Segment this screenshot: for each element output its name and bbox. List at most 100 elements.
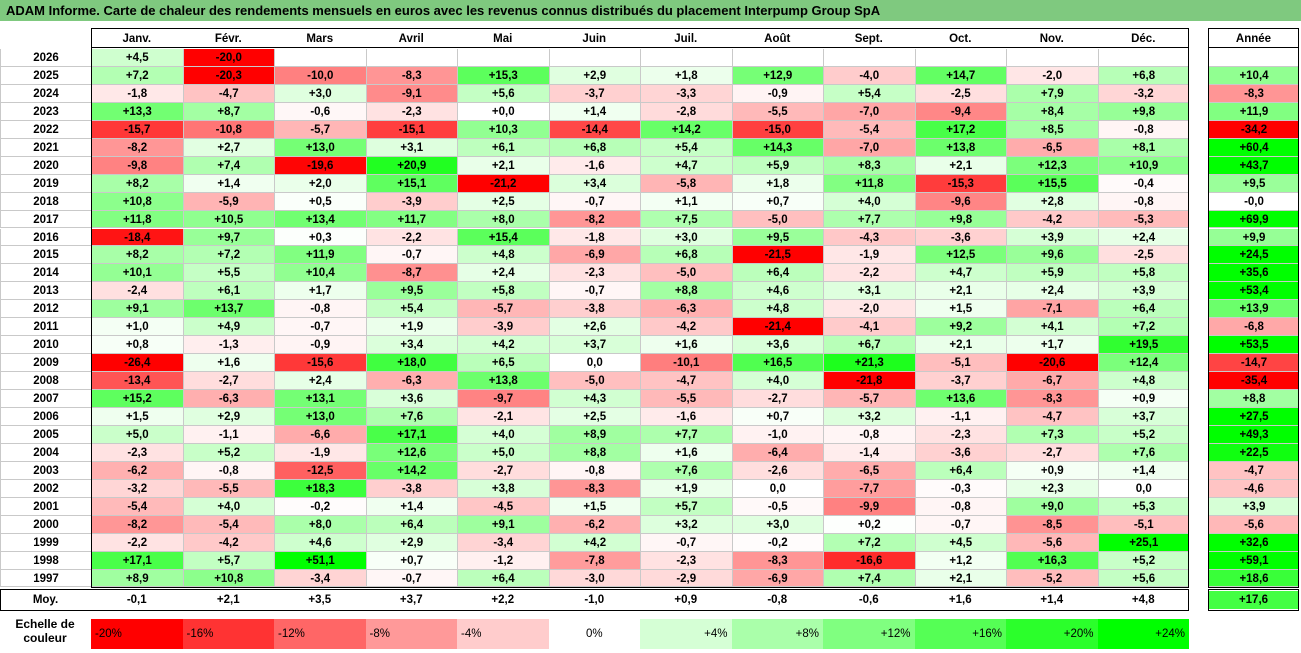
heatmap-cell: -2,4 <box>91 282 183 301</box>
heatmap-cell: +13,3 <box>91 102 183 121</box>
annual-cell: +3,9 <box>1208 497 1299 516</box>
heatmap-cell: +9,1 <box>457 515 549 534</box>
heatmap-cell: -1,8 <box>548 228 640 247</box>
heatmap-cell: +5,6 <box>1097 569 1189 588</box>
annual-cell: -8,3 <box>1208 84 1299 103</box>
year-label: 1999 <box>0 533 91 552</box>
heatmap-cell: +8,9 <box>548 425 640 444</box>
heatmap-cell: -0,5 <box>731 497 823 516</box>
heatmap-cell: -8,3 <box>1006 390 1098 408</box>
heatmap-cell: -3,8 <box>548 300 640 319</box>
heatmap-cell: +1,8 <box>640 66 732 85</box>
heatmap-cell: +14,2 <box>640 120 732 139</box>
heatmap-cell: -3,6 <box>914 443 1006 462</box>
heatmap-cell: +2,4 <box>457 264 549 283</box>
heatmap-cell: +13,6 <box>914 390 1006 408</box>
heatmap-cell: +2,7 <box>182 138 274 157</box>
heatmap-cell: -1,6 <box>640 408 732 426</box>
heatmap-cell: +3,6 <box>731 336 823 355</box>
annual-cell: +53,4 <box>1208 282 1299 301</box>
heatmap-cell: -2,8 <box>640 102 732 121</box>
heatmap-cell: -2,7 <box>1006 443 1098 462</box>
heatmap-cell: -1,3 <box>182 336 274 355</box>
heatmap-cell: +5,4 <box>365 300 457 319</box>
heatmap-cell: +10,3 <box>457 120 549 139</box>
annual-cell <box>1208 49 1299 67</box>
heatmap-cell: -3,9 <box>457 318 549 337</box>
heatmap-cell: +11,9 <box>274 246 366 265</box>
heatmap-cell: +18,0 <box>365 354 457 373</box>
heatmap-cell: +9,5 <box>731 228 823 247</box>
heatmap-cell: +0,7 <box>365 551 457 570</box>
heatmap-cell: -20,0 <box>182 49 274 67</box>
annual-cell: +49,3 <box>1208 425 1299 444</box>
heatmap-cell: -0,7 <box>365 246 457 265</box>
heatmap-cell: +12,6 <box>365 443 457 462</box>
heatmap-cell: -4,1 <box>823 318 915 337</box>
heatmap-cell: +6,1 <box>457 138 549 157</box>
annual-cell: +43,7 <box>1208 156 1299 175</box>
color-scale-stop: +24% <box>1097 619 1189 649</box>
heatmap-cell: -16,6 <box>823 551 915 570</box>
heatmap-cell: 0,0 <box>548 354 640 373</box>
annual-cell: -4,7 <box>1208 461 1299 480</box>
heatmap-cell: -20,3 <box>182 66 274 85</box>
heatmap-cell: +16,5 <box>731 354 823 373</box>
heatmap-cell: -4,3 <box>823 228 915 247</box>
annual-cell: +9,9 <box>1208 228 1299 247</box>
heatmap-cell: +17,1 <box>91 551 183 570</box>
heatmap-cell: +6,7 <box>823 336 915 355</box>
heatmap-cell: +4,7 <box>914 264 1006 283</box>
heatmap-cell: -0,8 <box>548 461 640 480</box>
heatmap-cell: -4,7 <box>640 372 732 391</box>
heatmap-cell: +7,7 <box>823 210 915 229</box>
heatmap-cell: +15,5 <box>1006 174 1098 193</box>
heatmap-cell: +10,9 <box>1097 156 1189 175</box>
heatmap-cell: -19,6 <box>274 156 366 175</box>
color-scale-stop: +16% <box>914 619 1006 649</box>
heatmap-cell: -12,5 <box>274 461 366 480</box>
average-cell: -0,6 <box>823 590 915 609</box>
heatmap-cell: -2,2 <box>823 264 915 283</box>
heatmap-cell: -8,3 <box>365 66 457 85</box>
color-scale-stop: -4% <box>457 619 549 649</box>
heatmap-cell: -6,5 <box>1006 138 1098 157</box>
heatmap-cell: +7,5 <box>640 210 732 229</box>
color-scale-stop: +4% <box>640 619 732 649</box>
heatmap-cell: -6,2 <box>548 515 640 534</box>
year-label: 2023 <box>0 102 91 121</box>
heatmap-cell: +5,2 <box>182 443 274 462</box>
year-label: 2007 <box>0 390 91 408</box>
heatmap-cell: +12,9 <box>731 66 823 85</box>
heatmap-cell: +25,1 <box>1097 533 1189 552</box>
heatmap-cell: +1,9 <box>365 318 457 337</box>
color-scale-stop: -8% <box>365 619 457 649</box>
heatmap-cell: +3,4 <box>365 336 457 355</box>
heatmap-cell: +8,9 <box>91 569 183 588</box>
heatmap-cell: -1,4 <box>823 443 915 462</box>
month-header: Mars <box>274 30 366 48</box>
heatmap-cell: +16,3 <box>1006 551 1098 570</box>
month-header: Juil. <box>640 30 732 48</box>
heatmap-cell: +18,3 <box>274 479 366 498</box>
heatmap-cell: +15,3 <box>457 66 549 85</box>
heatmap-cell: +4,0 <box>182 497 274 516</box>
heatmap-cell: +3,7 <box>548 336 640 355</box>
heatmap-cell: -5,4 <box>182 515 274 534</box>
heatmap-cell: -5,7 <box>457 300 549 319</box>
heatmap-cell: -2,3 <box>91 443 183 462</box>
heatmap-cell: +1,5 <box>914 300 1006 319</box>
annual-cell: -14,7 <box>1208 354 1299 373</box>
heatmap-cell: -7,8 <box>548 551 640 570</box>
heatmap-cell: +20,9 <box>365 156 457 175</box>
heatmap-cell: -6,4 <box>731 443 823 462</box>
heatmap-cell: +6,8 <box>1097 66 1189 85</box>
heatmap-cell: +1,5 <box>548 497 640 516</box>
month-header: Nov. <box>1006 30 1098 48</box>
heatmap-cell: +7,2 <box>91 66 183 85</box>
heatmap-cell: -5,9 <box>182 192 274 211</box>
heatmap-cell: +4,5 <box>914 533 1006 552</box>
heatmap-cell: +7,3 <box>1006 425 1098 444</box>
heatmap-cell: +6,4 <box>457 569 549 588</box>
year-label: 2024 <box>0 84 91 103</box>
